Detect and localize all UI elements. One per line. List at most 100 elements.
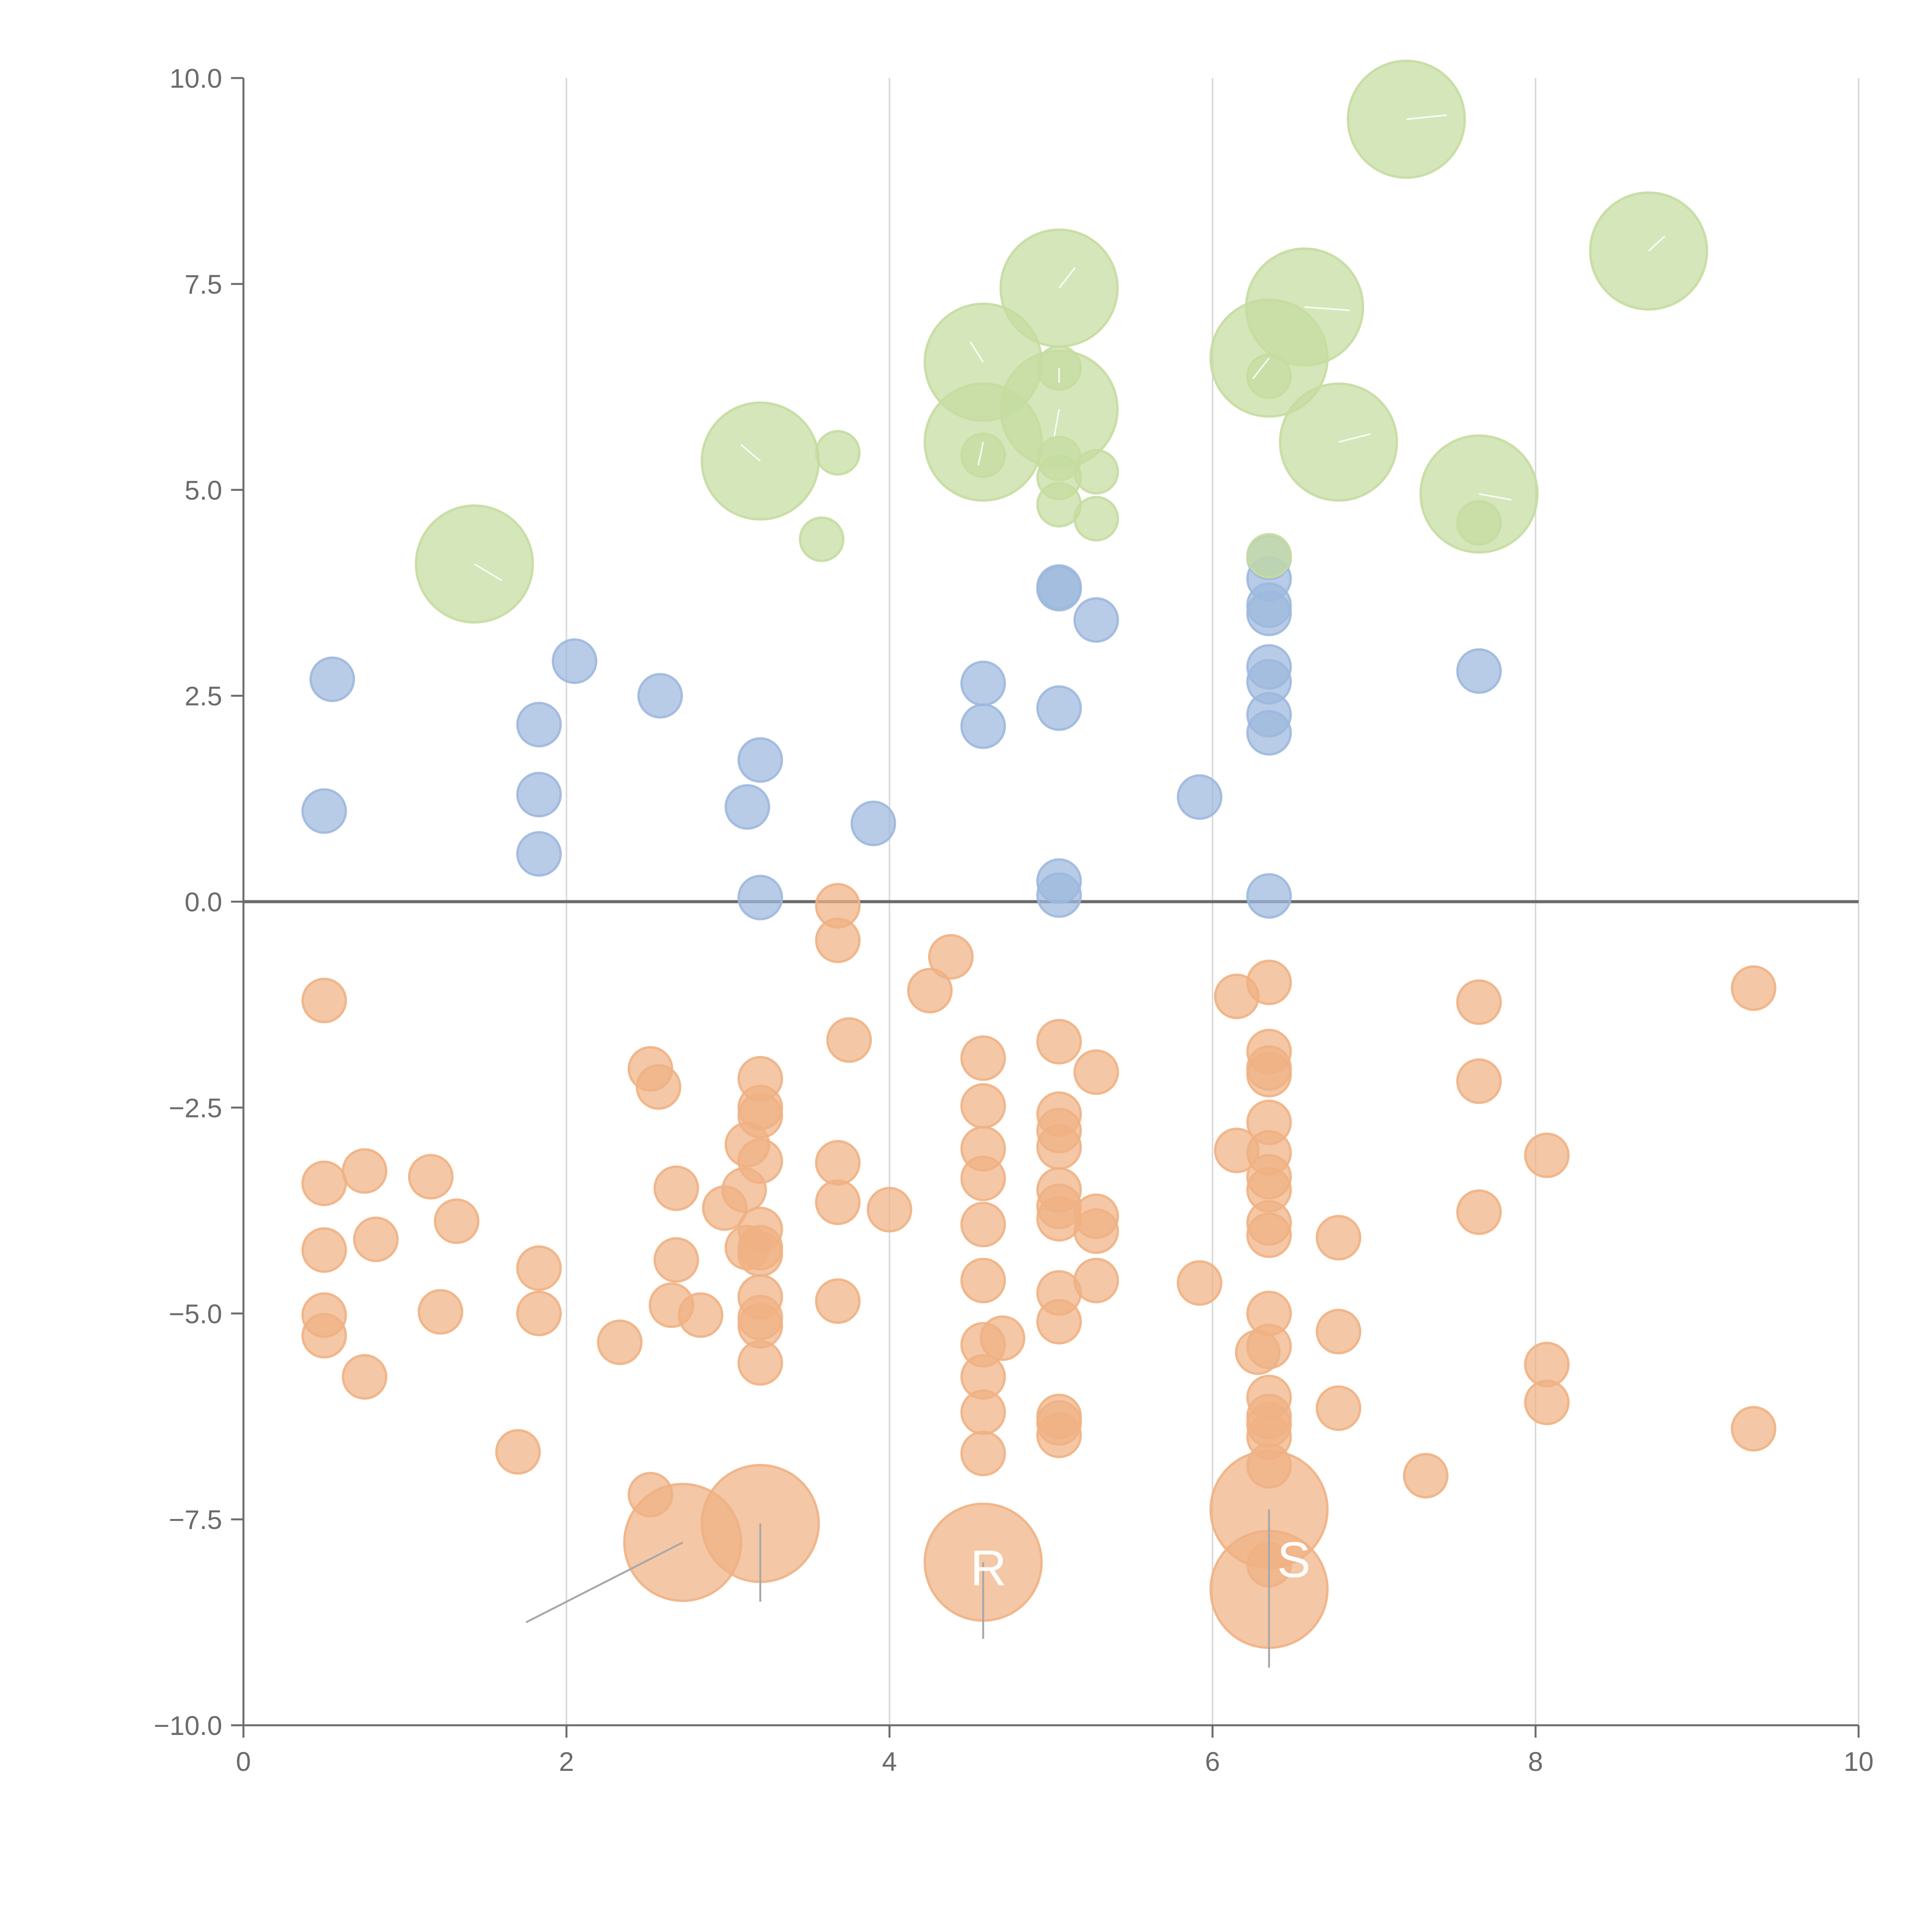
data-point-s2-13 [701, 401, 820, 521]
data-point-s1-1 [301, 788, 347, 834]
data-point-s0-36 [960, 1155, 1006, 1201]
data-point-s0-91 [1524, 1379, 1570, 1425]
data-point-s0-61 [737, 1231, 783, 1277]
data-point-s0-49 [1456, 1189, 1502, 1235]
y-tick-label-8: 10.0 [170, 63, 222, 94]
data-point-s0-34 [342, 1148, 388, 1194]
data-point-s0-7 [1456, 979, 1502, 1025]
x-tick-label-1: 2 [559, 1747, 574, 1777]
data-point-s0-51 [960, 1202, 1006, 1248]
data-point-s0-50 [434, 1198, 480, 1244]
data-point-s0-0 [301, 978, 347, 1024]
data-point-s0-15 [1073, 1049, 1119, 1095]
data-point-s0-104 [1403, 1453, 1449, 1499]
data-point-s0-45 [867, 1187, 912, 1233]
data-point-s1-14 [1036, 566, 1082, 612]
data-point-s0-74 [677, 1292, 723, 1338]
data-point-s0-79 [1316, 1309, 1362, 1355]
data-point-s0-85 [1235, 1329, 1281, 1375]
data-point-s0-73 [516, 1291, 562, 1337]
y-tick-label-6: 5.0 [185, 475, 222, 505]
data-point-s0-4 [907, 968, 953, 1014]
bubble-leader-6 [1252, 357, 1270, 379]
data-point-s0-63 [653, 1237, 699, 1283]
data-point-s0-6 [1246, 959, 1292, 1005]
x-tick-label-5: 10 [1844, 1747, 1874, 1777]
data-point-s0-2 [815, 917, 861, 963]
data-point-s1-4 [516, 831, 562, 877]
data-point-s0-86 [737, 1340, 783, 1386]
annotation-leader-0 [526, 1541, 684, 1623]
data-point-s2-1 [815, 430, 861, 476]
data-point-s0-38 [301, 1160, 347, 1206]
data-point-s0-78 [1036, 1299, 1082, 1345]
data-point-s1-7 [737, 737, 783, 783]
data-point-s1-2 [516, 702, 562, 748]
data-point-s0-62 [516, 1245, 562, 1291]
data-point-s1-19 [1177, 774, 1223, 820]
data-point-s0-72 [417, 1289, 463, 1335]
data-point-s1-29 [1456, 648, 1502, 694]
data-point-s0-92 [1316, 1385, 1362, 1431]
data-point-s0-33 [815, 1140, 861, 1186]
data-point-s1-9 [737, 874, 783, 920]
data-point-s1-6 [637, 673, 683, 719]
data-point-s0-88 [342, 1354, 388, 1400]
y-tick-label-3: −2.5 [169, 1093, 222, 1123]
data-point-s0-98 [1036, 1412, 1082, 1458]
data-point-s0-39 [653, 1165, 699, 1211]
data-point-s0-21 [1456, 1058, 1502, 1104]
data-point-s1-11 [960, 660, 1006, 706]
data-point-s1-27 [1246, 710, 1292, 756]
data-point-s1-23 [1246, 590, 1292, 636]
data-point-s1-0 [309, 656, 355, 702]
y-tick-label-5: 2.5 [185, 681, 222, 711]
data-point-s0-55 [353, 1216, 399, 1262]
data-point-s1-8 [724, 784, 770, 830]
data-point-s0-11 [960, 1035, 1006, 1081]
x-tick-label-4: 8 [1528, 1747, 1543, 1777]
x-tick-label-0: 0 [236, 1747, 251, 1777]
bubble-leader-3 [977, 442, 984, 466]
data-point-s1-12 [960, 703, 1006, 749]
data-point-s0-102 [960, 1430, 1006, 1476]
y-tick-label-4: 0.0 [185, 887, 222, 917]
data-point-s1-16 [1036, 685, 1082, 731]
x-tick-label-3: 6 [1205, 1747, 1220, 1777]
data-point-s2-0 [799, 516, 845, 562]
y-tick-label-7: 7.5 [185, 269, 222, 299]
data-point-s0-8 [1731, 965, 1777, 1011]
bubble-leader-11 [1648, 235, 1665, 252]
data-point-s0-57 [1316, 1215, 1362, 1261]
axes: −10.0 −7.5 −5.0 −2.5 0.0 2.5 5.0 7.5 10.0 0 2 4 6 8 10 [154, 63, 1874, 1777]
data-point-s1-3 [516, 772, 562, 818]
bubble-leader-7 [1304, 306, 1350, 311]
bubble-leader-4 [1058, 267, 1076, 289]
data-point-s0-3 [928, 934, 974, 980]
data-point-s0-43 [815, 1179, 861, 1225]
data-point-s0-100 [1731, 1406, 1777, 1452]
data-point-s1-28 [1246, 873, 1292, 919]
data-point-s2-8 [1073, 496, 1119, 542]
bubble-leader-10 [1479, 493, 1512, 501]
data-point-s1-10 [850, 801, 896, 847]
annotation-1: S [1277, 1531, 1311, 1588]
data-point-s0-54 [1073, 1208, 1119, 1254]
data-point-s2-10 [1246, 533, 1292, 579]
data-point-s0-66 [1177, 1260, 1223, 1306]
data-point-s0-10 [1036, 1019, 1082, 1065]
y-tick-label-2: −5.0 [169, 1299, 222, 1329]
bubble-leader-8 [1338, 433, 1371, 443]
data-point-s1-5 [551, 638, 597, 684]
x-tick-label-2: 4 [882, 1747, 897, 1777]
data-point-s0-80 [301, 1313, 347, 1359]
data-point-s0-58 [301, 1227, 347, 1273]
data-point-s0-31 [1524, 1133, 1570, 1179]
bubble-leader-0 [474, 563, 502, 581]
bubble-leader-2 [969, 341, 984, 363]
data-point-s2-23 [1589, 191, 1708, 311]
data-point-s0-82 [597, 1319, 643, 1365]
data-point-s0-28 [1036, 1124, 1082, 1170]
